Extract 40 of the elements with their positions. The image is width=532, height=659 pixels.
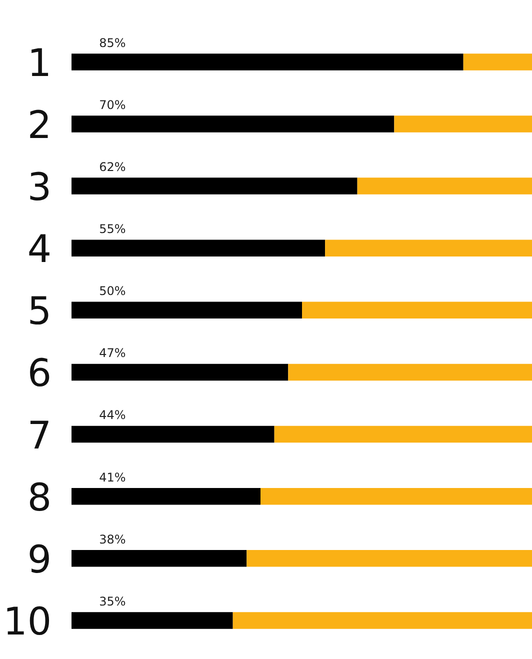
y-tick-label: 3 xyxy=(27,165,52,210)
data-label: 55% xyxy=(99,222,126,236)
y-tick-label: 4 xyxy=(27,227,52,272)
bar xyxy=(72,488,261,505)
bar xyxy=(72,116,394,132)
bar xyxy=(72,612,233,629)
bar xyxy=(72,550,247,567)
bar xyxy=(274,426,532,443)
data-label: 47% xyxy=(99,346,126,360)
bar xyxy=(72,54,464,70)
bar xyxy=(72,364,288,381)
data-label: 62% xyxy=(99,160,126,174)
data-label: 35% xyxy=(99,594,126,608)
data-label: 70% xyxy=(99,98,126,112)
bar xyxy=(72,426,274,443)
bar xyxy=(325,240,532,256)
bar xyxy=(288,364,532,381)
y-tick-label: 10 xyxy=(3,599,52,644)
bar xyxy=(463,54,532,70)
data-label: 50% xyxy=(99,284,126,298)
bar xyxy=(246,550,532,567)
y-tick-label: 5 xyxy=(27,289,52,334)
y-tick-label: 1 xyxy=(27,40,52,85)
y-tick-label: 8 xyxy=(27,475,52,520)
data-label: 44% xyxy=(99,408,126,422)
data-label: 85% xyxy=(99,36,126,50)
bar xyxy=(72,240,326,256)
y-tick-label: 2 xyxy=(27,103,52,147)
bar xyxy=(302,302,532,319)
data-label: 38% xyxy=(99,532,126,546)
y-tick-label: 7 xyxy=(27,413,52,458)
y-tick-label: 6 xyxy=(27,351,52,396)
data-label: 41% xyxy=(99,470,126,484)
bar xyxy=(232,612,532,629)
bar xyxy=(72,302,302,319)
bar xyxy=(357,178,532,194)
y-tick-label: 9 xyxy=(27,537,52,582)
bar xyxy=(260,488,532,505)
bar xyxy=(394,116,532,132)
bar xyxy=(72,178,358,194)
